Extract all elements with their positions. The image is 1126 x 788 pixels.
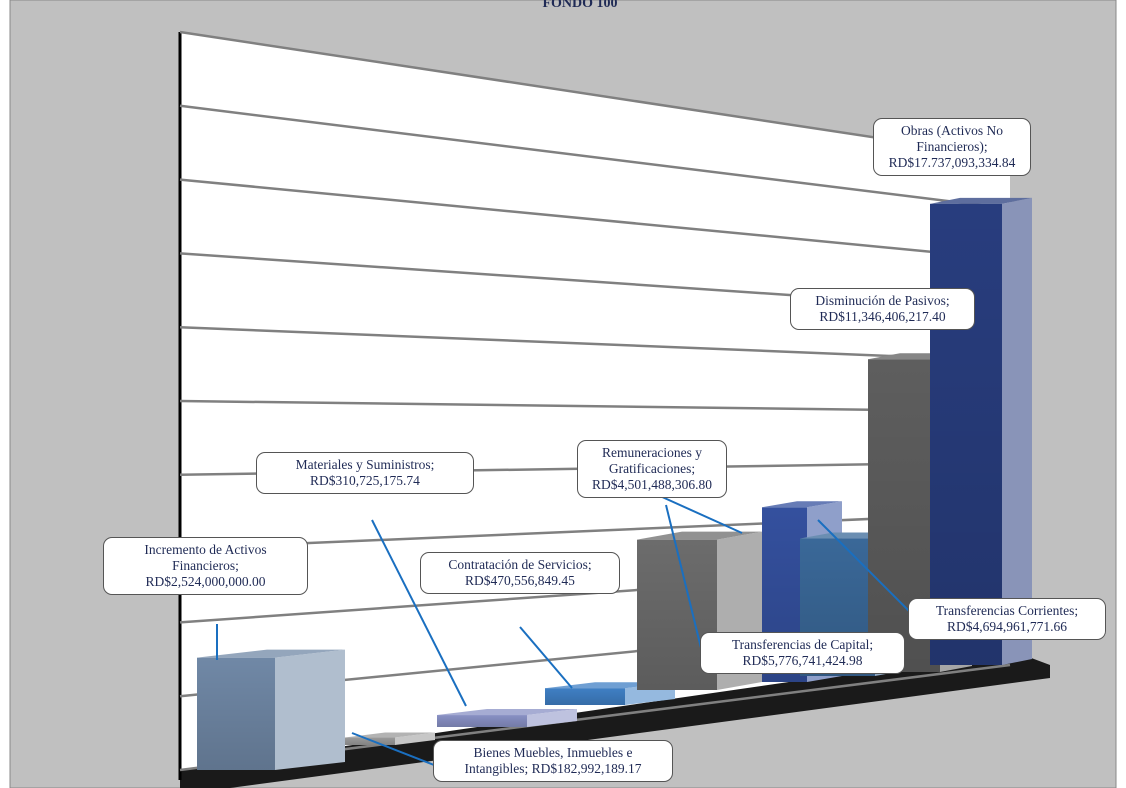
label-separator: ; [587, 557, 592, 572]
category-label: Transferencias de Capital [731, 637, 870, 652]
bar-side [275, 649, 345, 770]
floor [180, 650, 1050, 788]
grid-line [179, 30, 1011, 160]
category-label: Transferencias Corrientes [935, 603, 1075, 618]
category-label: Incremento de Activos Financieros [144, 542, 267, 573]
bar [637, 531, 762, 690]
category-label: Contratación de Servicios [448, 557, 588, 572]
data-label: Contratación de Servicios; RD$470,556,84… [420, 552, 620, 594]
data-label: Incremento de Activos Financieros; RD$2,… [103, 537, 308, 595]
leader-line [665, 504, 703, 653]
leader-line [351, 732, 435, 766]
bar-front-shade [437, 715, 527, 727]
bar-side [1002, 197, 1032, 665]
bar-front-shade [545, 688, 625, 705]
leader-lines [216, 495, 911, 766]
value-label: RD$11,346,406,217.40 [819, 309, 946, 324]
category-label: Materiales y Suministros [295, 457, 431, 472]
data-label: Remuneraciones y Gratificaciones; RD$4,5… [577, 440, 727, 498]
grid-line [179, 325, 1011, 363]
value-label: RD$182,992,189.17 [531, 761, 642, 776]
chart-title: FONDO 100 [542, 0, 617, 11]
bar-side [527, 709, 577, 727]
value-label: RD$17.737,093,334.84 [888, 155, 1016, 170]
label-separator: ; [1074, 603, 1079, 618]
value-label: RD$4,694,961,771.66 [946, 619, 1067, 634]
bar-front-shade [197, 657, 275, 770]
label-separator: ; [869, 637, 874, 652]
bar-top [345, 732, 435, 738]
data-label: Bienes Muebles, Inmuebles e Intangibles;… [433, 740, 673, 782]
bar-top [637, 531, 762, 540]
label-separator: ; [691, 461, 696, 476]
value-label: RD$470,556,849.45 [465, 573, 575, 588]
leader-line [519, 626, 573, 689]
category-label: Remuneraciones y Gratificaciones [601, 445, 703, 476]
label-separator: ; [235, 558, 239, 573]
bar-top [762, 501, 842, 508]
data-label: Materiales y Suministros; RD$310,725,175… [256, 452, 474, 494]
label-separator: ; [945, 293, 950, 308]
bar [930, 197, 1032, 665]
label-separator: ; [430, 457, 435, 472]
leader-line [371, 519, 467, 707]
bar-front-shade [930, 203, 1002, 665]
category-label: Disminución de Pasivos [815, 293, 946, 308]
bar-top [197, 649, 345, 658]
bar [197, 649, 345, 770]
bar [345, 732, 435, 745]
value-label: RD$2,524,000,000.00 [145, 574, 266, 589]
leader-line [817, 519, 911, 613]
category-label: Bienes Muebles, Inmuebles e Intangibles [464, 745, 633, 776]
data-label: Disminución de Pasivos; RD$11,346,406,21… [790, 288, 975, 330]
label-separator: ; [983, 139, 988, 154]
value-label: RD$310,725,175.74 [310, 473, 420, 488]
value-label: RD$4,501,488,306.80 [591, 477, 712, 492]
data-label: Obras (Activos No Financieros); RD$17.73… [873, 118, 1031, 176]
leader-line [659, 495, 743, 534]
data-label: Transferencias de Capital; RD$5,776,741,… [700, 632, 905, 674]
label-separator: ; [524, 761, 532, 776]
grid-line [179, 104, 1011, 210]
bar-top [437, 709, 577, 716]
bar [437, 709, 577, 727]
category-label: Obras (Activos No Financieros) [901, 123, 1003, 154]
value-label: RD$5,776,741,424.98 [742, 653, 863, 668]
grid-line [179, 178, 1011, 261]
data-label: Transferencias Corrientes; RD$4,694,961,… [908, 598, 1106, 640]
bar-front-shade [345, 737, 395, 745]
bar-top [930, 197, 1032, 204]
bar-side [395, 732, 435, 745]
